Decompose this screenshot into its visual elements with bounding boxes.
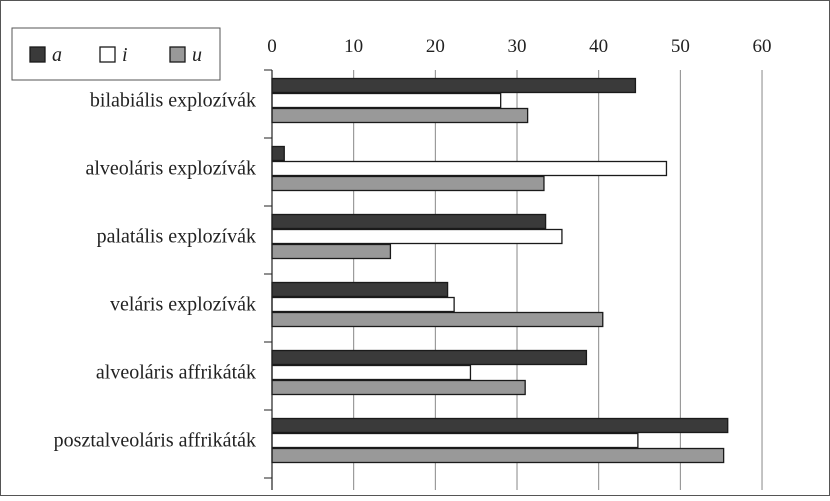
bar-i [271, 92, 502, 109]
legend-label-a: a [52, 44, 62, 66]
x-tick-label: 40 [589, 36, 608, 57]
x-tick-label: 50 [671, 36, 690, 57]
x-tick-label: 30 [508, 36, 527, 57]
x-tick-label: 60 [753, 36, 772, 57]
bar-a [271, 349, 588, 366]
bar-i [271, 432, 639, 449]
bars [271, 77, 729, 464]
bar-i [271, 228, 563, 245]
x-tick-label: 10 [344, 36, 363, 57]
legend-swatch-i [99, 46, 116, 63]
bar-u [271, 447, 725, 464]
bar-a [271, 145, 285, 162]
category-label: posztalveoláris affrikáták [54, 430, 256, 452]
bar-a [271, 213, 547, 230]
bar-a [271, 77, 637, 94]
bar-u [271, 379, 526, 396]
bar-i [271, 364, 472, 381]
x-axis-tick-labels: 0 10 20 30 40 50 60 [267, 36, 771, 57]
y-axis [264, 69, 273, 490]
bar-i [271, 160, 668, 177]
bar-u [271, 175, 545, 192]
x-tick-label: 0 [267, 36, 277, 57]
category-labels: bilabiális explozívák alveoláris explozív… [54, 90, 256, 452]
bar-a [271, 417, 729, 434]
x-tick-label: 20 [426, 36, 445, 57]
legend-swatch-u [169, 46, 186, 63]
bar-u [271, 243, 392, 260]
bar-a [271, 281, 449, 298]
category-label: alveoláris affrikáták [96, 362, 256, 384]
legend-swatch-a [29, 46, 46, 63]
category-label: bilabiális explozívák [90, 90, 256, 112]
bar-i [271, 296, 455, 313]
bar-u [271, 311, 604, 328]
category-label: veláris explozívák [110, 294, 256, 316]
category-label: palatális explozívák [97, 226, 256, 248]
legend-label-i: i [122, 44, 128, 66]
bar-u [271, 107, 529, 124]
legend-label-u: u [192, 44, 202, 66]
category-label: alveoláris explozívák [86, 158, 257, 180]
